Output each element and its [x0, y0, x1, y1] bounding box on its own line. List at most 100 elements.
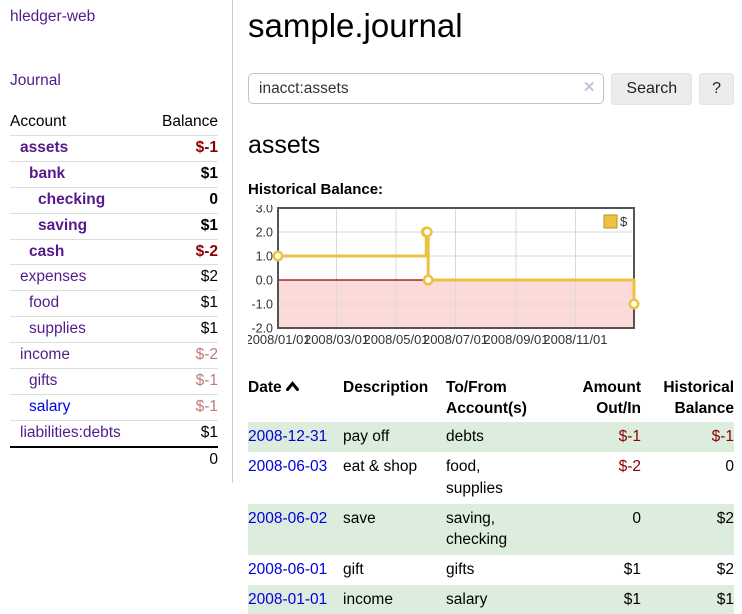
search-input[interactable]: [248, 73, 605, 105]
account-balance: $-1: [148, 394, 218, 421]
sidebar-item-journal[interactable]: Journal: [10, 72, 61, 89]
transaction-date-link[interactable]: 2008-06-03: [248, 458, 328, 476]
transaction-amount: $-2: [618, 458, 641, 476]
account-balance: $-1: [148, 135, 218, 162]
account-row: checking 0: [10, 187, 218, 214]
transaction-description: save: [343, 509, 376, 527]
account-link[interactable]: income: [20, 346, 70, 364]
accounts-header-balance: Balance: [148, 110, 218, 136]
account-row: cash $-2: [10, 239, 218, 266]
register-header-balance: Historical Balance: [663, 378, 734, 417]
transaction-date-link[interactable]: 2008-06-02: [248, 509, 328, 527]
y-axis-tick-label: 0.0: [256, 273, 273, 287]
transaction-description: eat & shop: [343, 458, 418, 476]
register-header-description: Description: [343, 378, 429, 396]
account-link[interactable]: gifts: [29, 372, 58, 390]
account-balance: $1: [148, 213, 218, 240]
register-header-accounts: To/From Account(s): [446, 378, 527, 417]
transaction-accounts: saving, checking: [446, 509, 508, 549]
x-axis-tick-label: 2008/11/01: [543, 332, 607, 347]
account-link[interactable]: food: [29, 294, 60, 312]
y-axis-tick-label: 2.0: [256, 225, 273, 239]
accounts-total-value: 0: [148, 445, 218, 473]
help-button[interactable]: ?: [699, 72, 734, 105]
register-row: 2008-06-03 eat & shop food, supplies $-2 0: [248, 452, 734, 503]
transaction-balance: $-1: [711, 428, 734, 446]
account-link[interactable]: assets: [20, 138, 69, 156]
account-balance: $1: [148, 316, 218, 344]
transaction-accounts: food, supplies: [446, 458, 503, 497]
y-axis-tick-label: 1.0: [256, 249, 273, 263]
page-title: sample.journal: [248, 7, 463, 44]
account-balance: $1: [148, 420, 218, 448]
account-link[interactable]: cash: [29, 242, 65, 260]
register-row: 2008-12-31 pay off debts $-1 $-1: [248, 422, 734, 453]
x-axis-tick-label: 2008/09/01: [483, 332, 548, 347]
transaction-description: gift: [343, 560, 364, 578]
transaction-date-link[interactable]: 2008-06-01: [248, 560, 328, 578]
account-link[interactable]: bank: [29, 164, 66, 182]
y-axis-tick-label: -1.0: [251, 297, 273, 311]
brand-link[interactable]: hledger-web: [10, 8, 96, 25]
search-box: ✕: [248, 73, 605, 105]
register-header-date[interactable]: Date: [248, 375, 343, 423]
account-row: expenses $2: [10, 264, 218, 292]
chart-border: [277, 206, 635, 329]
chart-point: [628, 298, 640, 310]
legend-swatch: [603, 214, 618, 229]
account-balance: 0: [148, 187, 218, 214]
transaction-amount: $1: [623, 560, 641, 578]
account-link[interactable]: supplies: [29, 320, 86, 338]
register-row: 2008-01-01 income salary $1 $1: [248, 584, 734, 614]
x-axis-tick-label: 2008/01/01: [248, 332, 311, 347]
accounts-table: Account Balance assets $-1 bank $1 checking 0…: [10, 110, 218, 473]
account-row: food $1: [10, 290, 218, 318]
legend-label: $: [620, 214, 628, 229]
chart-point: [421, 226, 433, 238]
transaction-accounts: salary: [446, 590, 488, 608]
register-table: Date Description To/From Account(s) Amou…: [248, 375, 734, 614]
clear-search-icon[interactable]: ✕: [582, 79, 596, 97]
account-link[interactable]: saving: [38, 216, 88, 234]
transaction-date-link[interactable]: 2008-12-31: [248, 428, 328, 446]
transaction-description: income: [343, 590, 393, 608]
account-row: gifts $-1: [10, 368, 218, 395]
register-row: 2008-06-01 gift gifts $1 $2: [248, 555, 734, 585]
y-axis-tick-label: 3.0: [256, 205, 273, 216]
account-link[interactable]: salary: [29, 397, 71, 415]
account-balance: $1: [148, 161, 218, 188]
account-row: assets $-1: [10, 135, 218, 162]
accounts-header-account: Account: [10, 110, 149, 136]
account-balance: $-1: [148, 368, 218, 395]
account-balance: $1: [148, 290, 218, 318]
account-row: salary $-1: [10, 394, 218, 421]
chart-point: [422, 274, 434, 286]
account-link[interactable]: checking: [38, 190, 106, 208]
account-row: liabilities:debts $1: [10, 420, 218, 448]
x-axis-tick-label: 2008/05/01: [363, 332, 428, 347]
account-balance: $-2: [148, 342, 218, 370]
search-button[interactable]: Search: [611, 72, 693, 105]
historical-balance-chart[interactable]: 2008/01/012008/03/012008/05/012008/07/01…: [245, 201, 648, 349]
transaction-date-link[interactable]: 2008-01-01: [248, 590, 328, 608]
transaction-accounts: debts: [446, 428, 484, 446]
chart-point: [272, 250, 284, 262]
account-link[interactable]: expenses: [20, 268, 87, 286]
transaction-balance: $1: [716, 590, 734, 608]
x-axis-tick-label: 2008/07/01: [423, 332, 488, 347]
account-balance: $-2: [148, 239, 218, 266]
account-row: income $-2: [10, 342, 218, 370]
account-title: assets: [248, 130, 321, 159]
sort-ascending-icon: [285, 380, 299, 391]
accounts-total-row: 0: [10, 445, 218, 473]
transaction-balance: $2: [716, 560, 734, 578]
transaction-amount: 0: [632, 509, 641, 527]
sidebar: hledger-web Journal Account Balance asse…: [0, 0, 233, 483]
search-form: ✕ Search ?: [248, 72, 734, 105]
register-row: 2008-06-02 save saving, checking 0 $2: [248, 503, 734, 555]
account-link[interactable]: liabilities:debts: [20, 423, 121, 441]
transaction-amount: $-1: [618, 428, 641, 446]
transaction-balance: 0: [725, 458, 734, 476]
account-balance: $2: [148, 264, 218, 292]
